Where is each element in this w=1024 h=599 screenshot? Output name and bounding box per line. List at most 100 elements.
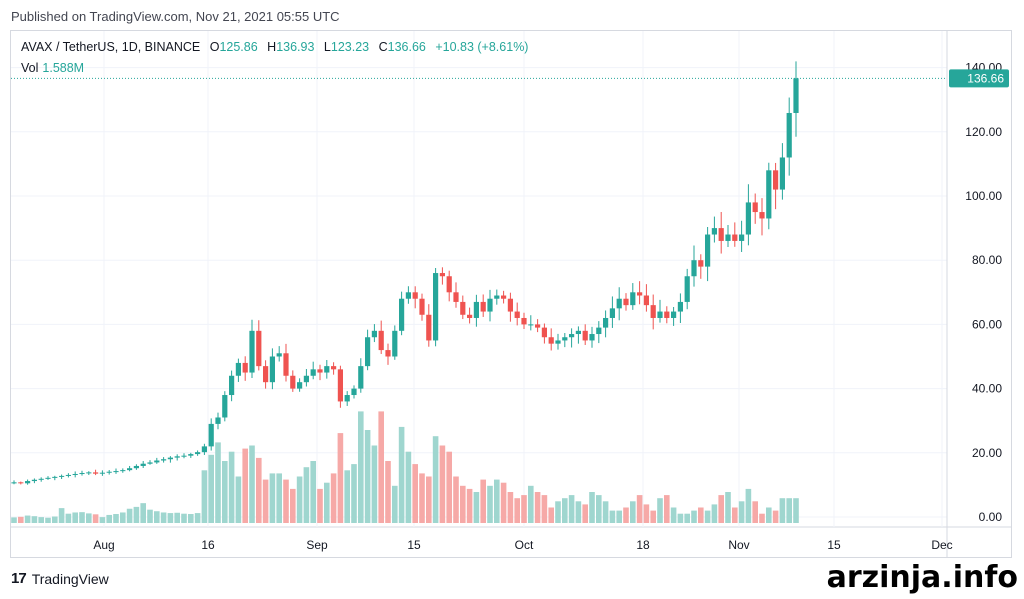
symbol-title[interactable]: AVAX / TetherUS, 1D, BINANCE — [21, 40, 201, 54]
volume-bar — [745, 488, 752, 523]
volume-bar — [616, 510, 622, 523]
volume-bar — [643, 504, 650, 523]
volume-bar — [330, 473, 337, 523]
volume-bar — [174, 512, 180, 523]
volume-bar — [507, 492, 514, 523]
candle-body — [548, 337, 554, 344]
candle-body — [167, 457, 173, 460]
price-axis: 0.0020.0040.0060.0080.00100.00120.00140.… — [965, 61, 1002, 524]
volume-bar — [405, 451, 412, 523]
tradingview-logo-icon: 17 — [11, 570, 27, 587]
candle-body — [732, 234, 738, 241]
volume-bar — [31, 516, 38, 523]
volume-bar — [120, 512, 126, 523]
candle-body — [446, 276, 452, 293]
candle-body — [739, 234, 745, 241]
candle-body — [331, 366, 337, 370]
volume-bar — [317, 488, 323, 523]
volume-bar — [548, 507, 554, 523]
volume-bar — [589, 492, 595, 523]
volume-bar — [718, 495, 724, 523]
last-price-tag — [949, 69, 1009, 88]
time-tick-label: 15 — [407, 538, 421, 552]
volume-bar — [439, 445, 446, 523]
candle-body — [31, 479, 37, 482]
candle-body — [385, 350, 391, 357]
volume-bar — [222, 461, 228, 523]
candle-body — [575, 330, 581, 335]
candle-body — [276, 353, 282, 357]
volume-bar — [657, 498, 663, 523]
candle-body — [324, 366, 330, 373]
volume-bar — [623, 507, 629, 523]
volume-bar — [514, 498, 520, 523]
time-tick-label: Nov — [728, 538, 749, 552]
candle-body — [161, 459, 167, 461]
price-tick-label: 120.00 — [965, 125, 1002, 139]
volume-bar — [562, 498, 568, 523]
candle-body — [344, 395, 350, 402]
candle-body — [412, 292, 418, 299]
volume-bar — [473, 492, 480, 523]
volume-bar — [364, 430, 371, 523]
candle-body — [473, 301, 479, 318]
volume-bar — [698, 507, 704, 523]
candle-body — [290, 375, 296, 389]
price-tick-label: 100.00 — [965, 189, 1002, 203]
ohlc-legend: AVAX / TetherUS, 1D, BINANCE O125.86 H13… — [21, 40, 528, 54]
candle-body — [45, 477, 51, 479]
volume-bar — [228, 451, 235, 523]
volume-bar — [426, 476, 432, 523]
volume-bar — [738, 501, 745, 523]
volume-bar — [732, 507, 738, 523]
candle-body — [297, 382, 303, 389]
volume-bar — [568, 495, 575, 523]
candle-body — [596, 327, 602, 335]
volume-bar — [72, 512, 78, 523]
volume-bar — [113, 514, 119, 523]
candle-body — [711, 228, 717, 235]
volume-bar — [194, 513, 201, 523]
candle-body — [52, 476, 58, 478]
volume-bar — [92, 514, 99, 523]
volume-bar — [208, 454, 214, 523]
volume-bar — [766, 507, 772, 523]
volume-bar — [398, 426, 405, 523]
volume-bar — [711, 504, 718, 523]
candle-body — [72, 473, 78, 475]
volume-bar — [160, 512, 167, 523]
candle-body — [603, 317, 609, 328]
candle-body — [582, 330, 588, 341]
candle-body — [188, 454, 194, 456]
volume-bar — [636, 495, 643, 523]
candle-body — [467, 314, 473, 318]
high-value: 136.93 — [276, 40, 315, 54]
candle-body — [766, 170, 772, 219]
candle-body — [86, 472, 92, 474]
candle-body — [501, 295, 507, 299]
candle-body — [147, 462, 153, 464]
volume-bar — [664, 495, 670, 523]
volume-bar — [480, 479, 486, 523]
volume-bar — [446, 451, 452, 523]
tradingview-logo[interactable]: 17 TradingView — [11, 570, 109, 587]
candle-body — [433, 273, 439, 341]
candle-body — [378, 330, 384, 351]
volume-bar — [528, 485, 534, 523]
candle-body — [235, 362, 241, 376]
candle-body — [365, 337, 371, 367]
volume-bar — [630, 501, 636, 523]
candle-body — [677, 301, 683, 312]
candle-body — [562, 337, 568, 341]
volume-bar — [392, 485, 398, 523]
volume-bar — [541, 495, 548, 523]
candle-body — [351, 388, 357, 396]
candle-body — [79, 473, 85, 475]
volume-bar — [371, 445, 378, 523]
volume-bar — [677, 513, 684, 523]
price-tick-label: 60.00 — [972, 317, 1002, 331]
candle-body — [269, 356, 275, 383]
candle-body — [249, 330, 255, 373]
candle-body — [426, 314, 432, 341]
